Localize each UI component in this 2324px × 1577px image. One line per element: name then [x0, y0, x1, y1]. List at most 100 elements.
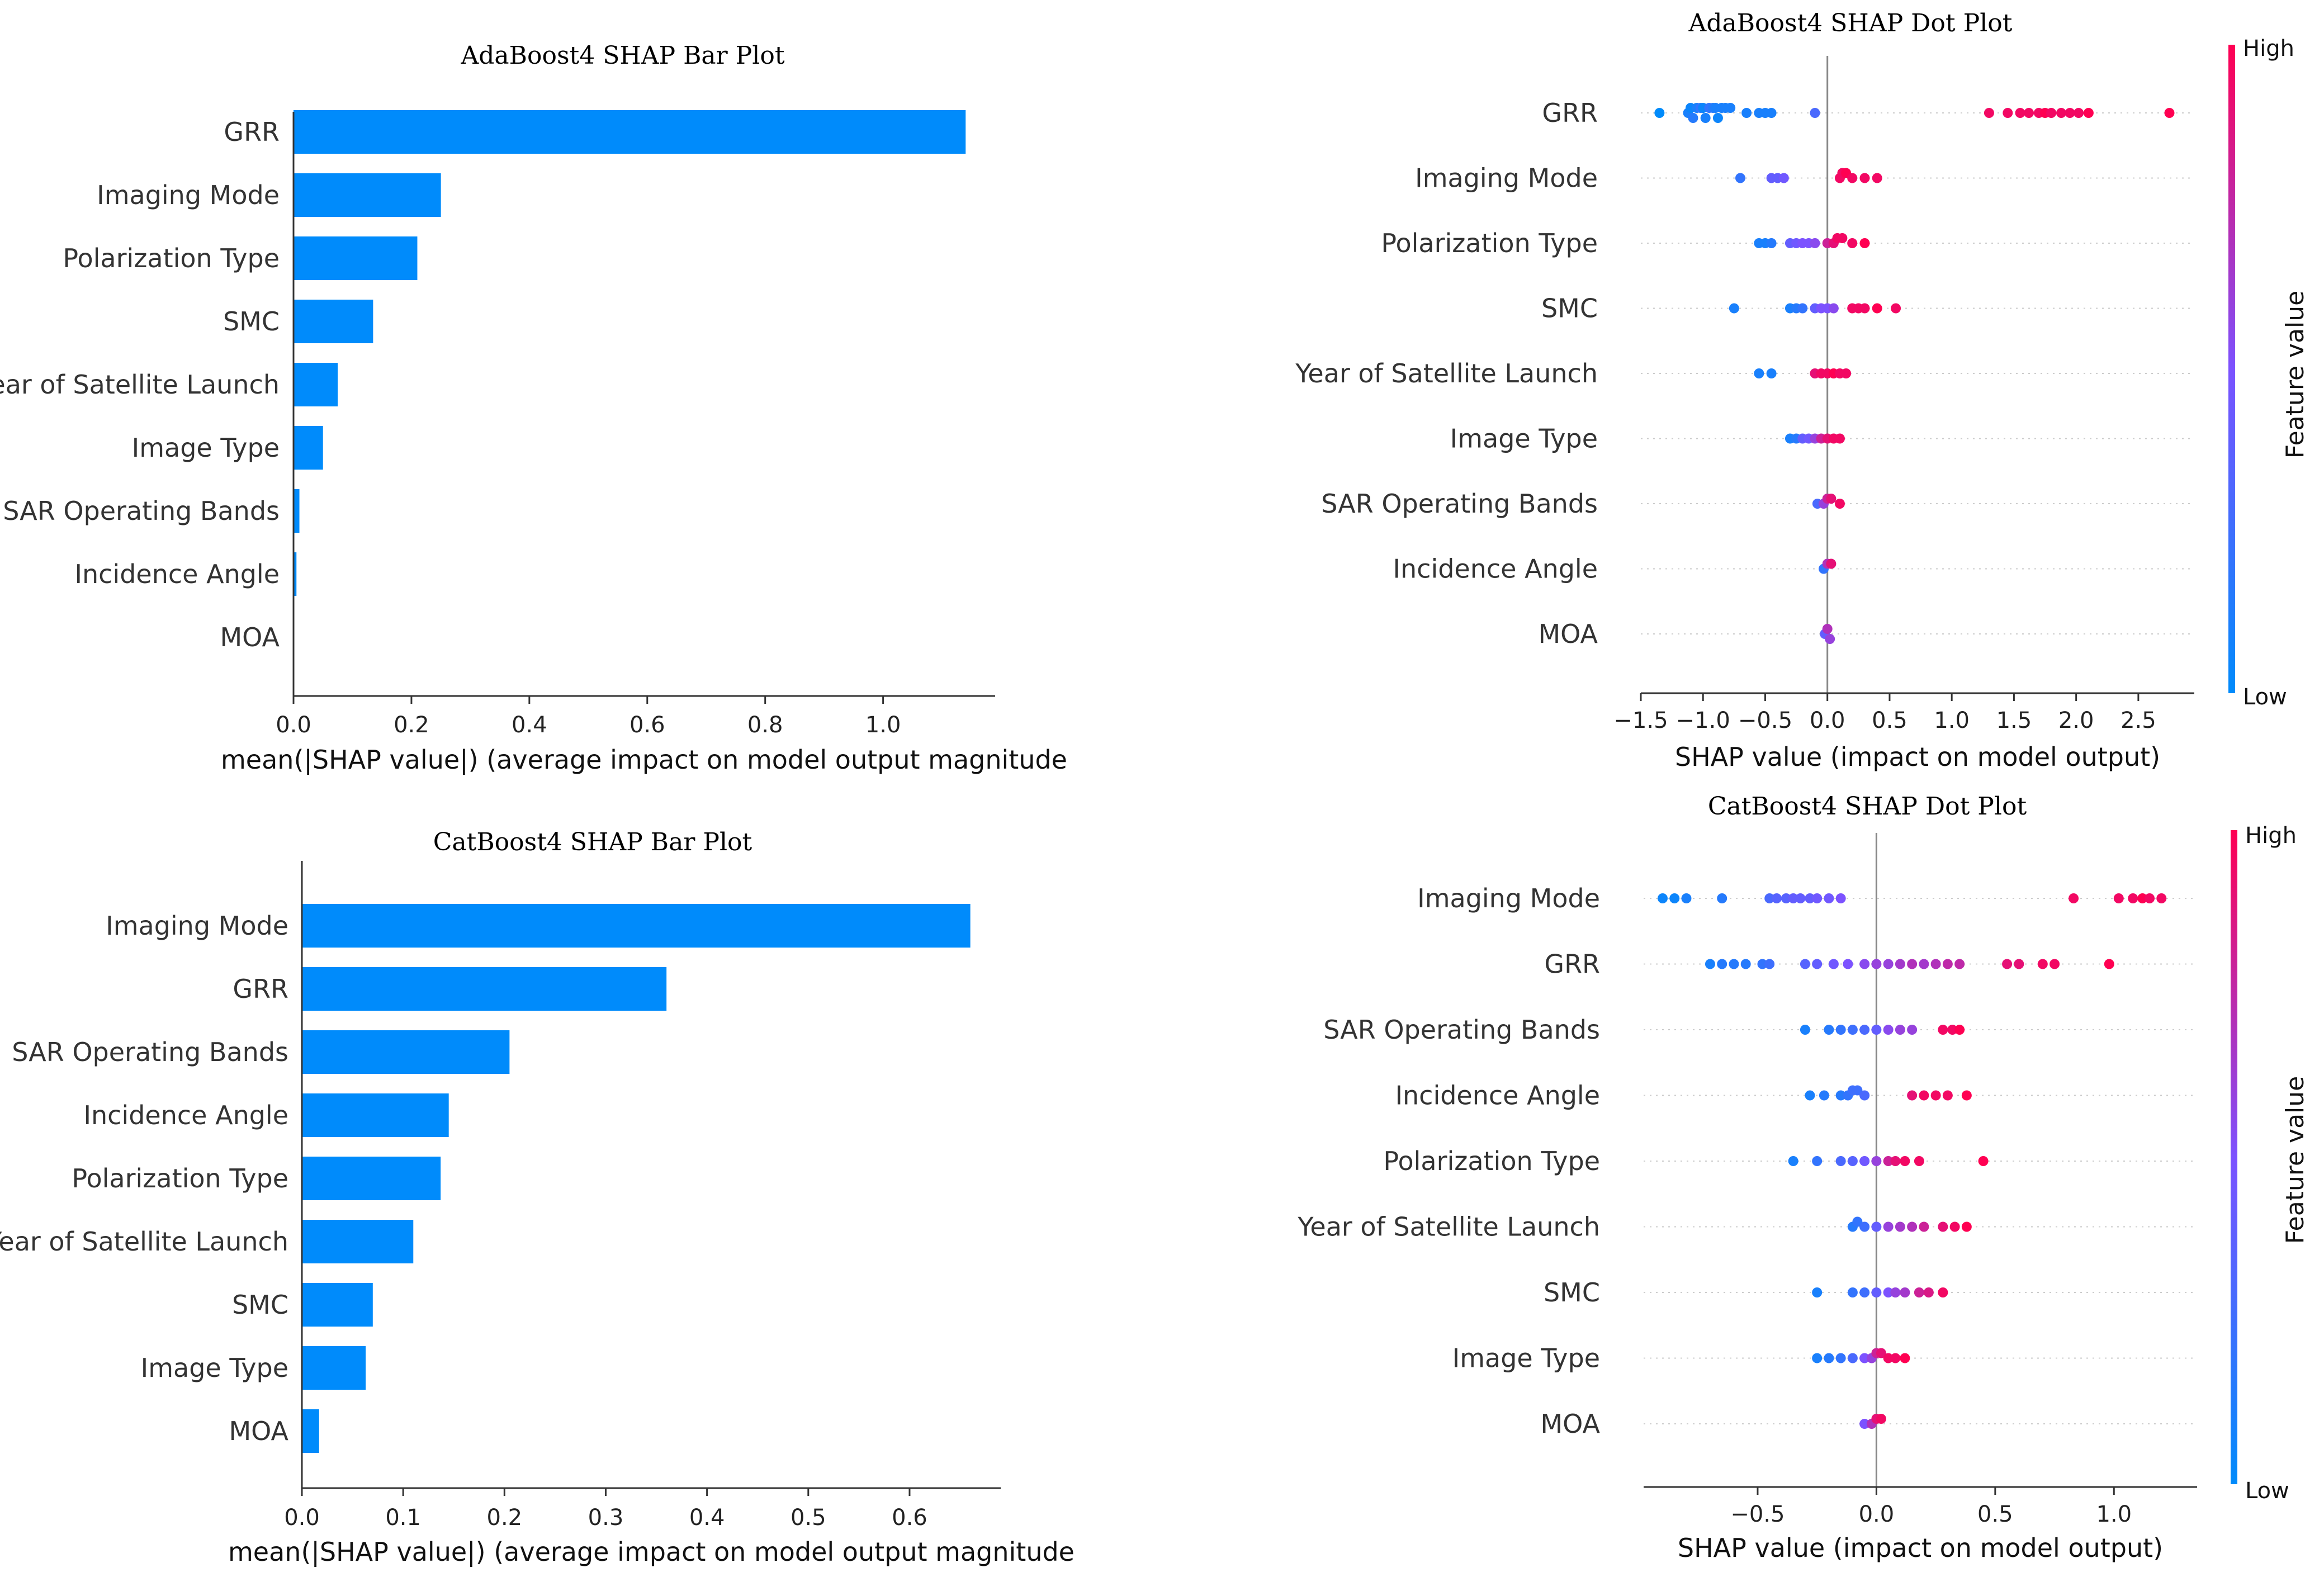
- bar: [294, 363, 338, 406]
- shap-point: [1740, 959, 1751, 969]
- x-tick-label: 2.0: [2058, 708, 2094, 733]
- bar: [302, 1157, 441, 1200]
- shap-point: [1764, 893, 1775, 903]
- category-label: Image Type: [141, 1353, 288, 1383]
- shap-point: [1795, 893, 1806, 903]
- shap-point: [2128, 893, 2138, 903]
- bar-marks: 0.0 0.1 0.2 0.3 0.4 0.5 0.6 Imaging Mode GRR SAR …: [0, 904, 971, 1531]
- shap-point: [1919, 1221, 1929, 1232]
- shap-point: [1914, 1156, 1924, 1166]
- category-label: SAR Operating Bands: [3, 496, 280, 526]
- shap-point: [1890, 1353, 1901, 1363]
- category-label: SAR Operating Bands: [1323, 1015, 1600, 1045]
- shap-point: [1771, 893, 1782, 903]
- shap-point: [1688, 113, 1698, 123]
- chart-title: CatBoost4 SHAP Bar Plot: [433, 828, 752, 856]
- shap-point: [1907, 959, 1918, 969]
- shap-point: [1930, 1090, 1941, 1101]
- shap-point: [1900, 1353, 1910, 1363]
- shap-point: [1938, 1287, 1948, 1297]
- category-label: GRR: [1542, 98, 1598, 128]
- shap-point: [1891, 303, 1901, 314]
- shap-point: [1725, 103, 1736, 113]
- x-axis-label: mean(|SHAP value|) (average impact on mo…: [221, 745, 1067, 775]
- category-label: Polarization Type: [1383, 1146, 1600, 1176]
- shap-point: [2037, 959, 2048, 969]
- shap-point: [1822, 624, 1833, 634]
- shap-point: [1942, 1090, 1953, 1101]
- category-label: Imaging Mode: [1415, 163, 1598, 193]
- shap-point: [1841, 368, 1852, 378]
- shap-point: [1825, 634, 1835, 644]
- shap-point: [1824, 893, 1834, 903]
- shap-point: [1778, 173, 1789, 183]
- shap-point: [1883, 1221, 1894, 1232]
- colorbar-title: Feature value: [2281, 1076, 2309, 1244]
- category-label: Year of Satellite Launch: [0, 1226, 288, 1257]
- shap-point: [2046, 108, 2057, 118]
- x-tick-label: 0.1: [385, 1505, 421, 1531]
- shap-point: [1859, 1221, 1870, 1232]
- chart-title: AdaBoost4 SHAP Bar Plot: [460, 41, 784, 70]
- category-label: GRR: [233, 974, 288, 1004]
- shap-point: [1978, 1156, 1989, 1166]
- bar: [294, 236, 418, 280]
- shap-point: [2002, 959, 2013, 969]
- shap-point: [1895, 1221, 1905, 1232]
- x-tick-label: 0.5: [1977, 1502, 2013, 1527]
- bar: [294, 489, 300, 533]
- shap-point: [1681, 893, 1692, 903]
- shap-point: [1834, 499, 1845, 509]
- shap-point: [1871, 1287, 1882, 1297]
- shap-point: [1766, 108, 1777, 118]
- shap-point: [1961, 1221, 1972, 1232]
- x-tick-label: 0.4: [512, 712, 547, 738]
- shap-point: [1852, 1216, 1863, 1227]
- x-tick-label: 0.5: [791, 1505, 826, 1531]
- category-label: Polarization Type: [72, 1163, 288, 1194]
- shap-point: [1949, 1221, 1960, 1232]
- x-tick-label: 0.6: [892, 1505, 927, 1531]
- shap-point: [1835, 893, 1846, 903]
- chart-title: AdaBoost4 SHAP Dot Plot: [1688, 9, 2013, 37]
- category-label: Incidence Angle: [83, 1100, 288, 1130]
- x-tick-label: 1.0: [2096, 1502, 2132, 1527]
- shap-point: [1781, 893, 1791, 903]
- x-axis-label: SHAP value (impact on model output): [1678, 1533, 2163, 1563]
- shap-point: [1859, 1287, 1870, 1297]
- x-tick-label: −0.5: [1730, 1502, 1785, 1527]
- shap-point: [1805, 893, 1815, 903]
- shap-point: [1883, 1353, 1894, 1363]
- bar: [302, 1283, 373, 1327]
- shap-point: [1883, 1287, 1894, 1297]
- shap-point: [1859, 1353, 1870, 1363]
- shap-point: [1797, 303, 1808, 314]
- shap-point: [1871, 1221, 1882, 1232]
- category-label: MOA: [220, 622, 280, 652]
- shap-point: [1876, 1348, 1886, 1358]
- shap-point: [1712, 113, 1723, 123]
- shap-point: [1890, 1287, 1901, 1297]
- shap-point: [1859, 1419, 1870, 1429]
- bar: [302, 1346, 366, 1390]
- colorbar-low-label: Low: [2245, 1478, 2289, 1504]
- x-axis-label: mean(|SHAP value|) (average impact on mo…: [228, 1537, 1075, 1567]
- shap-point: [1700, 113, 1711, 123]
- x-tick-label: 1.0: [1934, 708, 1970, 733]
- bar: [294, 552, 297, 596]
- x-tick-label: 0.0: [1810, 708, 1845, 733]
- bar: [294, 300, 373, 343]
- category-label: Polarization Type: [63, 243, 280, 273]
- shap-point: [1895, 959, 1905, 969]
- x-tick-label: 0.0: [284, 1505, 320, 1531]
- colorbar-high-label: High: [2245, 823, 2297, 849]
- shap-point: [1800, 1025, 1810, 1035]
- category-label: SMC: [1541, 293, 1598, 324]
- shap-point: [1919, 1090, 1929, 1101]
- category-label: Incidence Angle: [1395, 1081, 1600, 1111]
- shap-point: [1847, 1287, 1858, 1297]
- shap-point: [1766, 238, 1777, 248]
- x-tick-label: −0.5: [1738, 708, 1792, 733]
- shap-point: [2050, 959, 2060, 969]
- shap-point: [1859, 303, 1870, 314]
